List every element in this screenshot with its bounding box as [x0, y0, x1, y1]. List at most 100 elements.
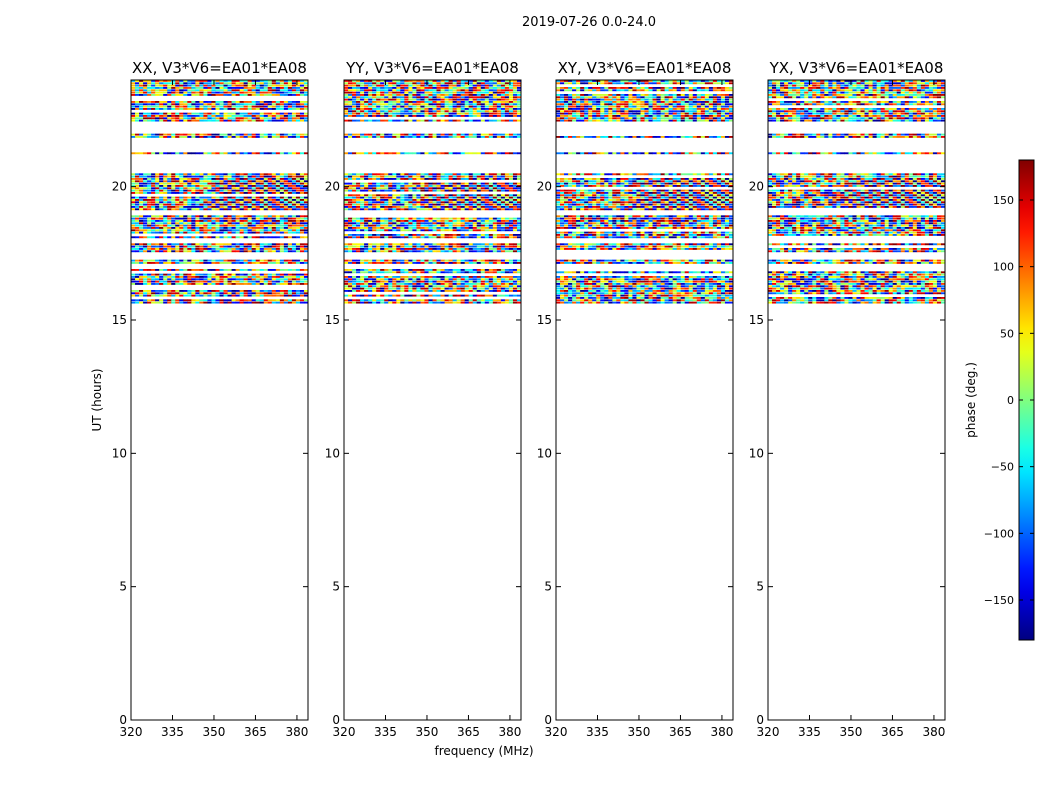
phase-cell [275, 87, 281, 89]
phase-cell [504, 108, 510, 110]
phase-cell [211, 117, 216, 120]
phase-cell [259, 108, 265, 110]
phase-cell [203, 187, 208, 190]
phase-cell [512, 91, 518, 94]
phase-cell [131, 119, 136, 122]
phase-cell [203, 276, 208, 278]
phase-cell [259, 245, 265, 248]
phase-cell [131, 201, 136, 204]
phase-cell [392, 245, 397, 248]
phase-cell [135, 283, 140, 285]
phase-cell [227, 175, 232, 178]
phase-cell [143, 269, 148, 271]
phase-cell [163, 94, 168, 96]
phase-cell [508, 227, 514, 229]
phase-cell [396, 243, 401, 246]
phase-cell [151, 243, 156, 246]
phase-cell [231, 189, 236, 192]
phase-cell [287, 276, 293, 278]
phase-cell [219, 182, 224, 185]
phase-cell [151, 236, 156, 239]
phase-cell [227, 283, 232, 285]
phase-cell [488, 189, 494, 192]
phase-cell [424, 259, 429, 262]
phase-cell [227, 82, 232, 85]
phase-cell [191, 294, 196, 297]
phase-cell [139, 152, 144, 155]
phase-cell [211, 201, 216, 204]
phase-cell [167, 84, 172, 87]
phase-cell [243, 236, 249, 239]
phase-cell [364, 133, 369, 136]
phase-cell [372, 89, 377, 92]
phase-cell [203, 94, 208, 96]
phase-cell [404, 250, 409, 253]
phase-cell [219, 108, 224, 110]
phase-cell [271, 220, 277, 222]
phase-cell [135, 105, 140, 108]
phase-cell [444, 136, 449, 138]
phase-cell [231, 199, 236, 201]
phase-cell [147, 294, 152, 297]
phase-cell [480, 250, 486, 253]
phase-cell [364, 98, 369, 101]
phase-cell [444, 217, 449, 220]
phase-cell [416, 108, 421, 110]
phase-cell [484, 269, 490, 271]
phase-cell [303, 185, 309, 187]
phase-cell [404, 229, 409, 232]
phase-cell [468, 262, 474, 264]
phase-cell [488, 208, 494, 211]
phase-cell [408, 259, 413, 262]
phase-cell [271, 208, 277, 211]
phase-cell [492, 108, 498, 110]
phase-cell [408, 227, 413, 229]
phase-cell [508, 108, 514, 110]
phase-cell [303, 262, 309, 264]
phase-cell [496, 220, 502, 222]
phase-cell [163, 115, 168, 117]
phase-cell [472, 115, 478, 117]
phase-cell [464, 206, 470, 208]
phase-cell [404, 91, 409, 94]
phase-cell [496, 119, 502, 122]
phase-cell [472, 262, 478, 264]
phase-cell [155, 133, 160, 136]
phase-cell [131, 206, 136, 208]
phase-cell [203, 220, 208, 222]
phase-cell [372, 133, 377, 136]
phase-cell [207, 227, 212, 229]
phase-cell [195, 217, 200, 220]
phase-cell [344, 112, 349, 115]
phase-cell [275, 245, 281, 248]
phase-cell [368, 222, 373, 225]
phase-cell [223, 173, 228, 176]
phase-cell [472, 110, 478, 113]
phase-cell [151, 227, 156, 229]
phase-cell [420, 182, 425, 185]
phase-cell [131, 292, 136, 295]
phase-cell [215, 105, 220, 108]
phase-cell [227, 203, 232, 206]
phase-cell [452, 203, 458, 206]
phase-cell [299, 273, 305, 276]
phase-cell [191, 243, 196, 246]
phase-cell [480, 110, 486, 113]
phase-cell [472, 178, 478, 180]
phase-cell [219, 227, 224, 229]
phase-cell [227, 192, 232, 194]
phase-cell [259, 259, 265, 262]
phase-cell [472, 182, 478, 185]
phase-cell [247, 152, 253, 155]
phase-cell [376, 115, 381, 117]
phase-cell [187, 229, 192, 232]
phase-cell [219, 187, 224, 190]
phase-cell [424, 280, 429, 283]
phase-cell [424, 250, 429, 253]
phase-cell [468, 189, 474, 192]
phase-cell [255, 259, 261, 262]
phase-cell [287, 262, 293, 264]
phase-cell [227, 217, 232, 220]
phase-cell [428, 224, 433, 227]
phase-cell [167, 203, 172, 206]
